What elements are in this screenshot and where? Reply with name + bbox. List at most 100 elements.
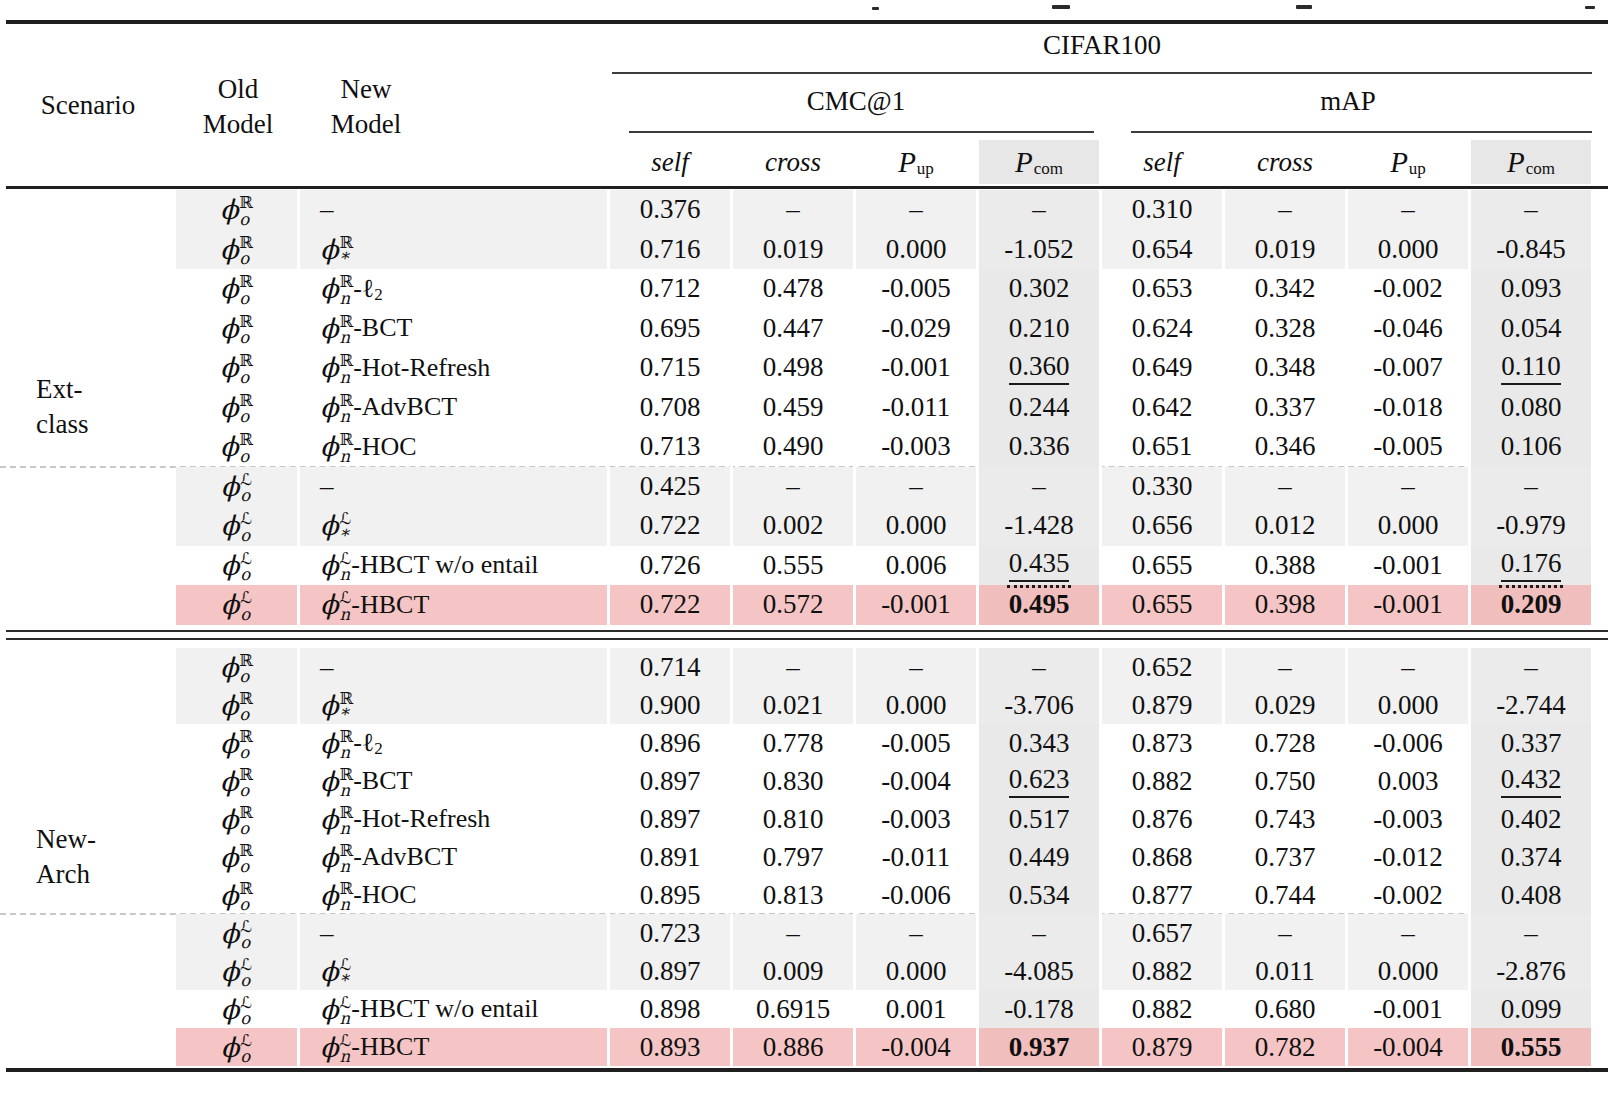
cell-cmc-pcom: 0.517: [979, 800, 1102, 838]
cell-map-pcom: 0.374: [1471, 838, 1594, 876]
metric-value: -0.004: [881, 1032, 951, 1063]
phi-scripts: ℒo: [240, 590, 252, 623]
cell-cmc-cross: 0.019: [733, 230, 856, 270]
metric-value: 0.021: [763, 690, 824, 721]
subheader-cmc-pcom: Pcom: [979, 140, 1102, 184]
phi-subscript: o: [239, 669, 249, 686]
metric-value: 0.713: [640, 431, 701, 462]
section-new-arch: ϕℝo–0.714–––0.652–––ϕℝoϕℝ*0.9000.0210.00…: [0, 648, 1594, 1066]
metric-value: 0.655: [1132, 550, 1193, 581]
old-model-cell: ϕℝo: [176, 800, 300, 838]
phi-symbol: ϕ: [220, 880, 238, 911]
p-subscript: up: [917, 159, 934, 179]
cell-cmc-self: 0.716: [610, 230, 733, 270]
old-model-cell: ϕℝo: [176, 838, 300, 876]
cell-map-self: 0.651: [1102, 427, 1225, 467]
table-row: ϕℝoϕℝn-Hot-Refresh0.8970.810-0.0030.5170…: [0, 800, 1594, 838]
cell-cmc-cross: 0.886: [733, 1028, 856, 1066]
cell-cmc-self: 0.714: [610, 648, 733, 686]
scenario-spacer-cell: [0, 724, 176, 762]
cell-map-cross: 0.029: [1225, 686, 1348, 724]
cell-map-cross: –: [1225, 648, 1348, 686]
metric-value: 0.343: [1009, 728, 1070, 759]
new-model-cell: ϕℒn-HBCT: [300, 585, 610, 625]
phi-scripts: ℝo: [239, 432, 253, 465]
metric-value: 0.555: [763, 550, 824, 581]
metric-value: –: [1032, 652, 1046, 683]
metric-value: 0.714: [640, 652, 701, 683]
phi-symbol: ϕ: [220, 728, 238, 759]
model-suffix: -BCT: [353, 313, 412, 343]
model-suffix: -ℓ: [353, 274, 374, 304]
cell-map-self: 0.655: [1102, 585, 1225, 625]
model-suffix: -HBCT: [351, 590, 429, 620]
phi-subscript: n: [339, 370, 350, 387]
cell-map-pup: 0.003: [1348, 762, 1471, 800]
cell-map-self: 0.657: [1102, 914, 1225, 952]
cell-cmc-pup: –: [856, 190, 979, 230]
phi-subscript: o: [239, 897, 249, 914]
new-model-cell: ϕℒn-HBCT: [300, 1028, 610, 1066]
cell-map-cross: 0.019: [1225, 230, 1348, 270]
cell-cmc-pcom: -1.052: [979, 230, 1102, 270]
cell-cmc-self: 0.695: [610, 309, 733, 349]
phi-subscript: n: [339, 897, 350, 914]
new-model-cell: ϕℝn-ℓ2: [300, 724, 610, 762]
metric-value: -4.085: [1004, 956, 1074, 987]
group-header-cmc1: CMC@1: [610, 86, 1102, 117]
divider-bottom-rule: [6, 1068, 1608, 1072]
metric-value: 0.478: [763, 273, 824, 304]
cell-cmc-pcom: –: [979, 648, 1102, 686]
metric-value: 0.680: [1255, 994, 1316, 1025]
cell-map-self: 0.649: [1102, 348, 1225, 388]
table-row: ϕℒo–0.723–––0.657–––: [0, 914, 1594, 952]
cell-cmc-pcom: -4.085: [979, 952, 1102, 990]
metric-value: –: [786, 918, 800, 949]
metric-value: 0.898: [640, 994, 701, 1025]
p-subscript: com: [1526, 159, 1555, 179]
table-row: ϕℒoϕℒn-HBCT w/o entail0.7260.5550.0060.4…: [0, 546, 1594, 586]
table-row: ϕℒoϕℒ*0.8970.0090.000-4.0850.8820.0110.0…: [0, 952, 1594, 990]
cell-map-cross: –: [1225, 467, 1348, 507]
metric-value: 0.897: [640, 956, 701, 987]
metric-value: -0.006: [1373, 728, 1443, 759]
metric-value: 0.623: [1009, 764, 1070, 798]
phi-subscript: o: [240, 607, 250, 624]
phi-scripts: ℝ*: [339, 235, 353, 268]
phi-subscript: o: [239, 251, 249, 268]
model-suffix-subscript: 2: [374, 285, 383, 305]
metric-value: 0.896: [640, 728, 701, 759]
metric-value: 0.715: [640, 352, 701, 383]
metric-value: 0.744: [1255, 880, 1316, 911]
metric-value: –: [1524, 652, 1538, 683]
phi-scripts: ℝn: [339, 314, 353, 347]
group-header-map: mAP: [1102, 86, 1594, 117]
cell-cmc-pup: -0.001: [856, 348, 979, 388]
phi-scripts: ℝn: [339, 432, 353, 465]
metric-value: -0.845: [1496, 234, 1566, 265]
p-subscript: com: [1034, 159, 1063, 179]
old-model-cell: ϕℒo: [176, 585, 300, 625]
metric-value: 0.937: [1009, 1032, 1070, 1063]
cell-map-cross: 0.342: [1225, 269, 1348, 309]
new-model-cell: ϕℝn-BCT: [300, 762, 610, 800]
cell-map-cross: 0.744: [1225, 876, 1348, 914]
phi-scripts: ℝo: [239, 314, 253, 347]
cell-cmc-cross: 0.6915: [733, 990, 856, 1028]
cell-map-pcom: -2.876: [1471, 952, 1594, 990]
metric-value: 0.810: [763, 804, 824, 835]
phi-scripts: ℒo: [240, 511, 252, 544]
cell-cmc-pup: 0.000: [856, 506, 979, 546]
cell-cmc-self: 0.893: [610, 1028, 733, 1066]
model-suffix-subscript: 2: [374, 739, 383, 759]
cell-cmc-pup: -0.004: [856, 1028, 979, 1066]
metric-value: –: [1278, 471, 1292, 502]
phi-symbol: ϕ: [220, 652, 238, 683]
metric-value: 0.360: [1009, 351, 1070, 385]
cell-cmc-self: 0.708: [610, 388, 733, 428]
cell-map-pcom: 0.337: [1471, 724, 1594, 762]
phi-subscript: *: [339, 973, 347, 990]
phi-symbol: ϕ: [320, 234, 338, 265]
cell-cmc-self: 0.715: [610, 348, 733, 388]
phi-scripts: ℝn: [339, 353, 353, 386]
